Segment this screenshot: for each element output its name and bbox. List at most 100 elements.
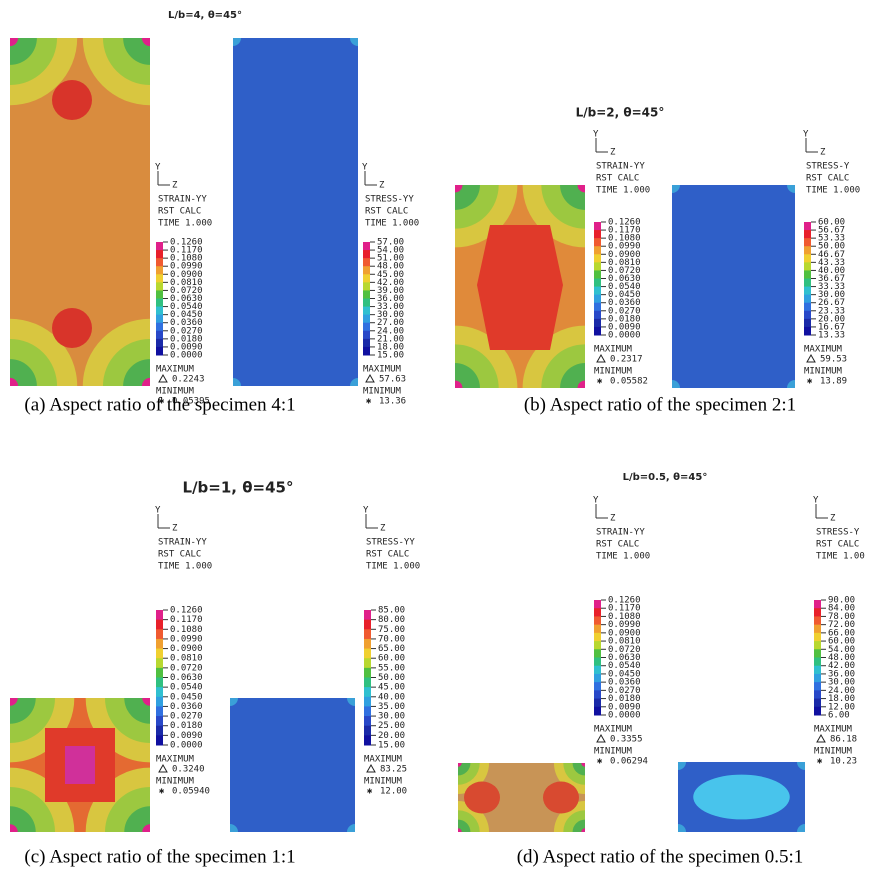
min-value: 13.89 — [820, 377, 847, 387]
contour-zone — [10, 698, 36, 724]
legend-header: RST CALC — [816, 540, 859, 550]
legend-level: 0.0360 — [170, 318, 203, 328]
min-value: 0.05940 — [172, 787, 210, 797]
max-value: 0.2317 — [610, 355, 643, 365]
max-value: 83.25 — [380, 765, 407, 775]
color-band — [363, 330, 370, 340]
legend-level: 57.00 — [377, 238, 404, 248]
contour-zone — [347, 824, 355, 832]
legend-level: 65.00 — [378, 644, 405, 654]
legend-level: 85.00 — [378, 606, 405, 616]
color-band — [814, 632, 821, 642]
color-band — [156, 629, 163, 640]
contour-zone — [233, 38, 241, 46]
color-band — [804, 222, 811, 231]
min-label: MINIMUM — [814, 747, 853, 757]
panel-caption: (a) Aspect ratio of the specimen 4:1 — [24, 394, 295, 415]
legend-level: 46.67 — [818, 250, 845, 260]
min-symbol: ✱ — [597, 377, 603, 387]
legend-level: 50.00 — [378, 673, 405, 683]
legend-header: STRESS-Y — [816, 528, 860, 538]
color-band — [156, 242, 163, 251]
legend-level: 45.00 — [378, 683, 405, 693]
color-band — [594, 608, 601, 617]
legend-header: STRESS-Y — [806, 162, 850, 172]
legend-header: RST CALC — [158, 550, 201, 560]
color-band — [814, 624, 821, 634]
color-band — [804, 310, 811, 320]
legend-level: 60.00 — [378, 654, 405, 664]
contour-zone — [10, 806, 36, 832]
legend-level: 0.0810 — [608, 637, 641, 647]
legend-level: 48.00 — [828, 653, 855, 663]
color-band — [364, 706, 371, 717]
contour-zone — [572, 763, 585, 776]
panel-caption: (d) Aspect ratio of the specimen 0.5:1 — [517, 846, 804, 867]
contour-zone — [458, 828, 462, 832]
legend-level: 15.00 — [378, 741, 405, 751]
legend-level: 0.0990 — [170, 262, 203, 272]
contour-zone — [464, 781, 500, 814]
contour-zone — [10, 377, 19, 386]
color-band — [594, 673, 601, 683]
min-label: MINIMUM — [594, 367, 633, 377]
legend-level: 0.0270 — [608, 686, 641, 696]
color-band — [364, 716, 371, 727]
contour-zone — [233, 378, 241, 386]
legend-level: 66.00 — [828, 628, 855, 638]
contour-zone — [142, 824, 150, 832]
legend-level: 0.0180 — [170, 334, 203, 344]
color-band — [594, 238, 601, 247]
contour-zone — [797, 762, 805, 770]
max-label: MAXIMUM — [804, 345, 843, 355]
legend-level: 0.0360 — [170, 702, 203, 712]
legend-level: 0.0540 — [608, 661, 641, 671]
legend-level: 0.0360 — [608, 298, 641, 308]
legend-header: STRAIN-YY — [596, 162, 645, 172]
legend-level: 15.00 — [377, 351, 404, 361]
max-symbol — [158, 763, 168, 773]
legend-header: TIME 1.000 — [158, 219, 212, 229]
legend-level: 30.00 — [828, 678, 855, 688]
axis-label: Z — [610, 514, 616, 524]
max-value: 0.3355 — [610, 735, 643, 745]
color-band — [594, 278, 601, 288]
legend-level: 56.67 — [818, 226, 845, 236]
contour-zone — [350, 38, 358, 46]
color-band — [594, 624, 601, 634]
color-band — [156, 677, 163, 688]
min-symbol: ✱ — [366, 397, 372, 407]
legend-level: 0.0090 — [608, 702, 641, 712]
legend-level: 78.00 — [828, 612, 855, 622]
axis-label: Y — [362, 163, 368, 173]
color-band — [156, 716, 163, 727]
color-band — [804, 302, 811, 312]
contour-zone — [10, 824, 18, 832]
min-symbol: ✱ — [597, 757, 603, 767]
legend-header: TIME 1.000 — [806, 186, 860, 196]
legend-level: 0.0540 — [170, 302, 203, 312]
legend-level: 36.67 — [818, 274, 845, 284]
legend-level: 53.33 — [818, 234, 845, 244]
legend-level: 20.00 — [378, 731, 405, 741]
color-band — [594, 706, 601, 716]
strain-contour — [455, 185, 585, 388]
contour-zone — [458, 763, 471, 776]
color-band — [594, 262, 601, 271]
legend-header: RST CALC — [596, 540, 639, 550]
contour-zone — [581, 828, 585, 832]
contour-zone — [141, 377, 150, 386]
legend-level: 0.0540 — [608, 282, 641, 292]
panel-caption: (b) Aspect ratio of the specimen 2:1 — [524, 394, 796, 415]
axis-label: Y — [593, 496, 599, 506]
max-value: 86.18 — [830, 735, 857, 745]
legend-level: 6.00 — [828, 711, 850, 721]
color-band — [804, 246, 811, 255]
min-label: MINIMUM — [156, 777, 195, 787]
legend-level: 75.00 — [378, 625, 405, 635]
max-label: MAXIMUM — [594, 345, 633, 355]
color-band — [594, 616, 601, 626]
legend-level: 55.00 — [378, 663, 405, 673]
color-band — [594, 600, 601, 609]
